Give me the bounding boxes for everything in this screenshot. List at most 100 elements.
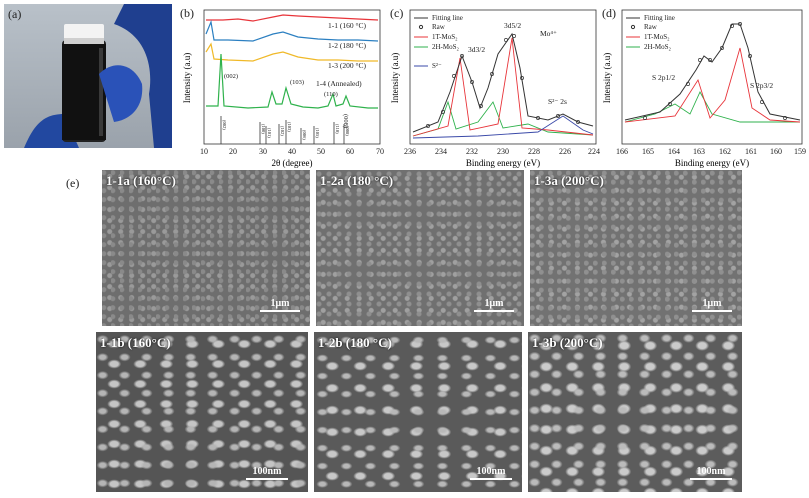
raw-point (576, 120, 580, 124)
raw-point (686, 82, 690, 86)
xrd-xtick-70: 70 (376, 147, 384, 156)
xrd-xtick-60: 60 (346, 147, 354, 156)
raw-point (479, 104, 483, 108)
raw-point (643, 116, 647, 120)
ref-tick-100: (100) (261, 124, 266, 134)
raw-point (668, 102, 672, 106)
sem-caption: 1-1b (160°C) (100, 335, 171, 350)
c-xtick-230: 230 (497, 147, 509, 156)
peak-103: (103) (290, 79, 304, 86)
raw-point (426, 124, 430, 128)
raw-point (470, 80, 474, 84)
xrd-xtick-10: 10 (200, 147, 208, 156)
panel-d-label: (d) (602, 6, 616, 20)
d-ylabel: Intensity (a.u) (602, 53, 612, 103)
legend-1t: 1T-MoS₂ (432, 33, 458, 41)
anno-s2p12: S 2p1/2 (652, 73, 675, 82)
sem-image-1-2a: 1-2a (180 °C) 1μm (316, 170, 524, 326)
xps-s-chart: Fitting line Raw 1T-MoS₂ 2H-MoS₂ S 2p1/2… (602, 9, 806, 168)
panel-a-label: (a) (8, 7, 22, 21)
c-xtick-232: 232 (466, 147, 478, 156)
legend-s: S²⁻ (432, 62, 442, 70)
scale-bar: 100nm (470, 466, 512, 480)
raw-point (536, 116, 540, 120)
ref-tick-105: (105) (315, 128, 320, 138)
anno-mo4: Mo⁴⁺ (540, 29, 557, 38)
c-xlabel: Binding energy (eV) (466, 158, 540, 168)
sem-caption: 1-3a (200°C) (534, 173, 604, 188)
d-xtick-161: 161 (745, 147, 757, 156)
c-xtick-234: 234 (435, 147, 447, 156)
legend-raw: Raw (432, 23, 446, 31)
scale-bar: 1μm (692, 298, 732, 312)
d-xtick-162: 162 (719, 147, 731, 156)
raw-point (512, 34, 516, 38)
ref-tick-101: (101) (267, 128, 272, 138)
xrd-panel: (b) 10 20 30 40 50 60 70 2θ (degree) (178, 4, 386, 172)
sem-image-1-3b: 1-3b (200°C) 100nm (528, 332, 742, 492)
legend-2h: 2H-MoS₂ (432, 43, 460, 51)
legend-1t: 1T-MoS₂ (644, 33, 670, 41)
c-ylabel: Intensity (a.u) (390, 53, 400, 103)
ref-tick-103: (103) (287, 122, 292, 132)
d-xtick-160: 160 (770, 147, 782, 156)
series-1-4-line (206, 53, 378, 109)
series-1-3-label: 1-3 (200 °C) (328, 61, 366, 70)
c-xtick-236: 236 (404, 147, 416, 156)
raw-point (504, 38, 508, 42)
raw-point (460, 54, 464, 58)
legend-2h: 2H-MoS₂ (644, 43, 672, 51)
d-xtick-163: 163 (693, 147, 705, 156)
raw-point (520, 76, 524, 80)
raw-point (556, 114, 560, 118)
sem-image-1-3a: 1-3a (200°C) 1μm (530, 170, 742, 326)
d-xtick-159: 159 (794, 147, 806, 156)
legend-fitting-line: Fitting line (644, 14, 675, 22)
xps-mo-panel: (c) Fitting line Raw 1T-MoS₂ 2H-MoS₂ S (388, 4, 600, 172)
anno-3d52: 3d5/2 (504, 21, 521, 30)
panel-e-label: (e) (66, 176, 80, 190)
xrd-ylabel: Intensity (a.u) (182, 53, 192, 103)
scale-bar: 100nm (246, 466, 288, 480)
sem-caption: 1-3b (200°C) (532, 335, 603, 350)
d-xtick-166: 166 (616, 147, 628, 156)
2h-component-line (624, 90, 800, 123)
raw-point (760, 100, 764, 104)
sem-image-1-1b: 1-1b (160°C) 100nm (96, 332, 308, 492)
1t-component-line (412, 37, 594, 137)
peak-110: (110) (324, 91, 338, 98)
sem-image-1-1a: 1-1a (160°C) 1μm (102, 170, 310, 326)
ref-tick-002: (002) (222, 120, 227, 130)
sem-image-1-2b: 1-2b (180 °C) 100nm (314, 332, 522, 492)
sem-caption: 1-1a (160°C) (106, 173, 176, 188)
panel-b-label: (b) (180, 6, 194, 20)
xps-mo-chart: Fitting line Raw 1T-MoS₂ 2H-MoS₂ S²⁻ 3d3… (390, 9, 600, 168)
raw-point (730, 24, 734, 28)
xps-s-panel: (d) Fitting line Raw 1T-MoS₂ 2H-MoS₂ S 2… (600, 4, 806, 172)
legend-fitting-line: Fitting line (432, 14, 463, 22)
fitting-line (624, 23, 801, 121)
xrd-frame (203, 9, 381, 145)
scale-bar: 100nm (690, 466, 732, 480)
vial-photo: (a) (4, 4, 172, 148)
fitting-line (412, 32, 594, 133)
series-1-3-line (205, 42, 378, 62)
s-component-line (412, 115, 594, 139)
sem-caption: 1-2b (180 °C) (318, 335, 392, 350)
d-xtick-164: 164 (668, 147, 680, 156)
series-1-2-label: 1-2 (180 °C) (328, 41, 366, 50)
xrd-xtick-30: 30 (259, 147, 267, 156)
scale-bar: 1μm (474, 298, 514, 312)
raw-point (452, 74, 456, 78)
raw-point (720, 46, 724, 50)
raw-point (490, 72, 494, 76)
raw-point (698, 58, 702, 62)
raw-point (748, 54, 752, 58)
anno-s2s: S²⁻ 2s (548, 97, 567, 106)
raw-point (708, 58, 712, 62)
ref-tick-110: (110) (335, 124, 340, 134)
anno-3d32: 3d3/2 (468, 45, 485, 54)
xrd-xtick-20: 20 (229, 147, 237, 156)
d-xlabel: Binding energy (eV) (675, 158, 749, 168)
ref-tick-102: (102) (280, 126, 285, 136)
